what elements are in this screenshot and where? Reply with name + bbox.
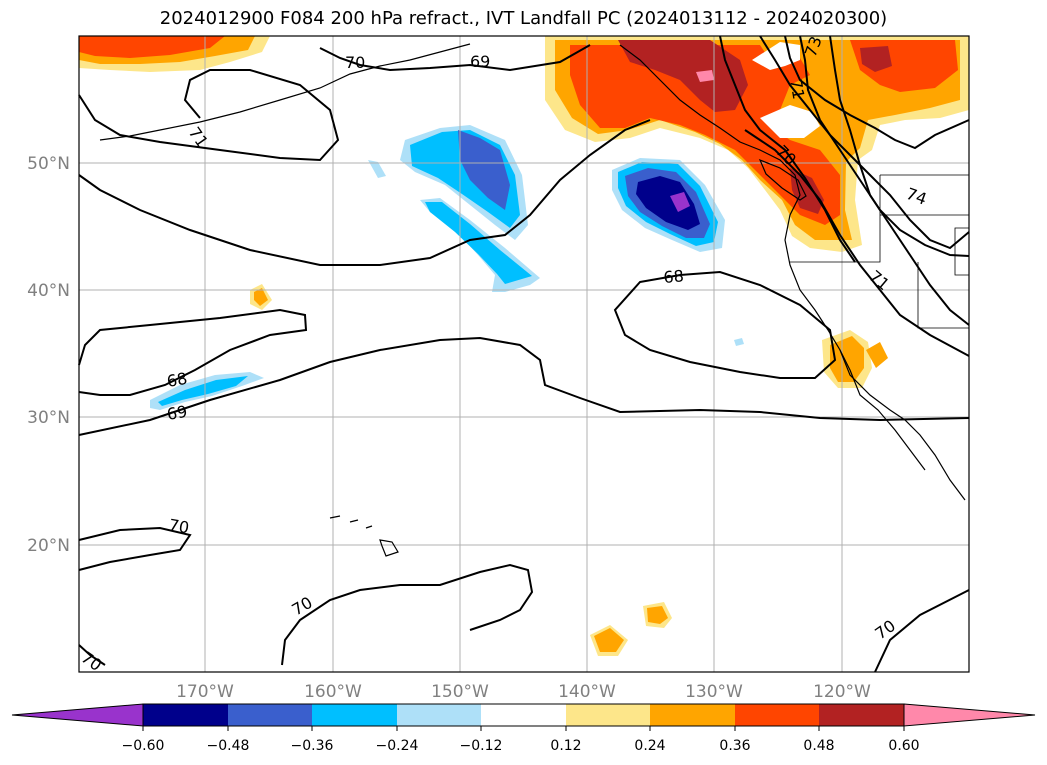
white-gap-inland	[760, 105, 820, 138]
negative-anomaly-east-navy	[636, 176, 700, 230]
map-title: 2024012900 F084 200 hPa refract., IVT La…	[159, 8, 888, 29]
colorbar-tick-label: −0.24	[376, 738, 419, 754]
lon-label: 130°W	[685, 682, 743, 702]
hawaii-coastline	[329, 515, 399, 557]
negative-anomaly-west-cyan	[158, 376, 248, 406]
colorbar-extend-low	[11, 703, 144, 727]
colorbar-segment	[819, 704, 904, 726]
colorbar: −0.60 −0.48 −0.36 −0.24 −0.12 0.12 0.24 …	[11, 703, 1036, 754]
colorbar-tick-label: −0.60	[122, 738, 165, 754]
positive-anomaly-darkred-coast	[790, 168, 824, 214]
colorbar-tick-label: −0.12	[460, 738, 503, 754]
positive-anomaly-south-2-core	[647, 606, 668, 624]
colorbar-tick-label: −0.48	[207, 738, 250, 754]
negative-anomaly-central-tail-cyan	[425, 202, 532, 284]
lon-label: 160°W	[304, 682, 362, 702]
contour-69-west	[78, 336, 970, 436]
negative-anomaly-central-blue	[458, 130, 510, 210]
positive-anomaly-small-1-core	[254, 288, 268, 306]
colorbar-segment	[650, 704, 735, 726]
negative-anomaly-speck-2	[734, 338, 744, 346]
contour-71-northwest	[78, 69, 340, 162]
lon-label: 140°W	[558, 682, 616, 702]
contour-label: 70	[345, 53, 365, 72]
contour-coastal-2	[799, 35, 970, 257]
lat-label: 50°N	[27, 154, 70, 174]
lon-label: 150°W	[431, 682, 489, 702]
lat-label: 20°N	[27, 536, 70, 556]
colorbar-tick-label: 0.48	[803, 738, 834, 754]
latitude-labels: 50°N 40°N 30°N 20°N	[27, 154, 70, 556]
contour-70-northwest	[78, 119, 651, 266]
colorbar-extend-high	[903, 703, 1036, 727]
positive-anomaly-south-1-core	[594, 628, 624, 652]
contour-70-south	[281, 563, 534, 666]
contour-coastal-4	[744, 129, 970, 357]
contour-68-west	[78, 308, 308, 396]
contour-label: 69	[165, 402, 188, 424]
contour-coastal-3	[829, 35, 970, 326]
contour-70-southeast	[874, 589, 970, 673]
contour-label: 69	[470, 52, 490, 71]
contour-69-north	[319, 44, 591, 72]
contour-coastal-6	[784, 35, 970, 150]
colorbar-segment	[228, 704, 312, 726]
colorbar-tick-label: 0.12	[550, 738, 581, 754]
colorbar-tick-label: 0.60	[888, 738, 919, 754]
positive-anomaly-pink	[696, 70, 714, 82]
contour-label: 71	[786, 77, 808, 100]
contour-label: 68	[165, 369, 188, 391]
colorbar-tick-label: −0.36	[291, 738, 334, 754]
longitude-labels: 170°W 160°W 150°W 140°W 130°W 120°W	[176, 682, 871, 702]
bc-coastline	[619, 44, 966, 501]
positive-anomaly-darkred-east	[860, 46, 892, 72]
positive-anomaly-baja-east	[866, 342, 888, 368]
alaska-chain-coastline	[99, 43, 471, 141]
negative-anomaly-east-purple	[670, 192, 690, 212]
plot-frame	[78, 35, 970, 673]
contour-68-east	[613, 270, 837, 379]
state-borders	[790, 174, 970, 329]
colorbar-segment	[143, 704, 228, 726]
coastlines	[99, 43, 966, 557]
lat-label: 40°N	[27, 281, 70, 301]
colorbar-segment	[397, 704, 481, 726]
colorbar-segment	[481, 704, 566, 726]
colorbar-segment	[735, 704, 819, 726]
colorbar-tick-label: 0.24	[634, 738, 665, 754]
height-contours	[78, 35, 970, 673]
colorbar-segment	[566, 704, 650, 726]
lon-label: 120°W	[813, 682, 871, 702]
positive-anomaly-northwest-red	[79, 36, 225, 58]
colorbar-tick-label: 0.36	[719, 738, 750, 754]
baja-coastline	[839, 349, 926, 471]
shaded-fields	[79, 36, 969, 656]
positive-anomaly-darkred	[618, 40, 748, 112]
colorbar-ticks	[142, 726, 905, 731]
negative-anomaly-speck	[368, 160, 386, 178]
contour-label: 70	[167, 515, 190, 537]
gridlines	[79, 36, 969, 672]
lat-label: 30°N	[27, 408, 70, 428]
vancouver-island-coastline	[758, 158, 807, 201]
contour-coastal-5	[719, 35, 856, 263]
contour-70-southwest-corner	[78, 644, 106, 666]
contour-70-southwest	[78, 526, 192, 571]
colorbar-frame	[142, 703, 905, 727]
contour-label: 68	[663, 266, 685, 287]
colorbar-segment	[312, 704, 397, 726]
lon-label: 170°W	[176, 682, 234, 702]
